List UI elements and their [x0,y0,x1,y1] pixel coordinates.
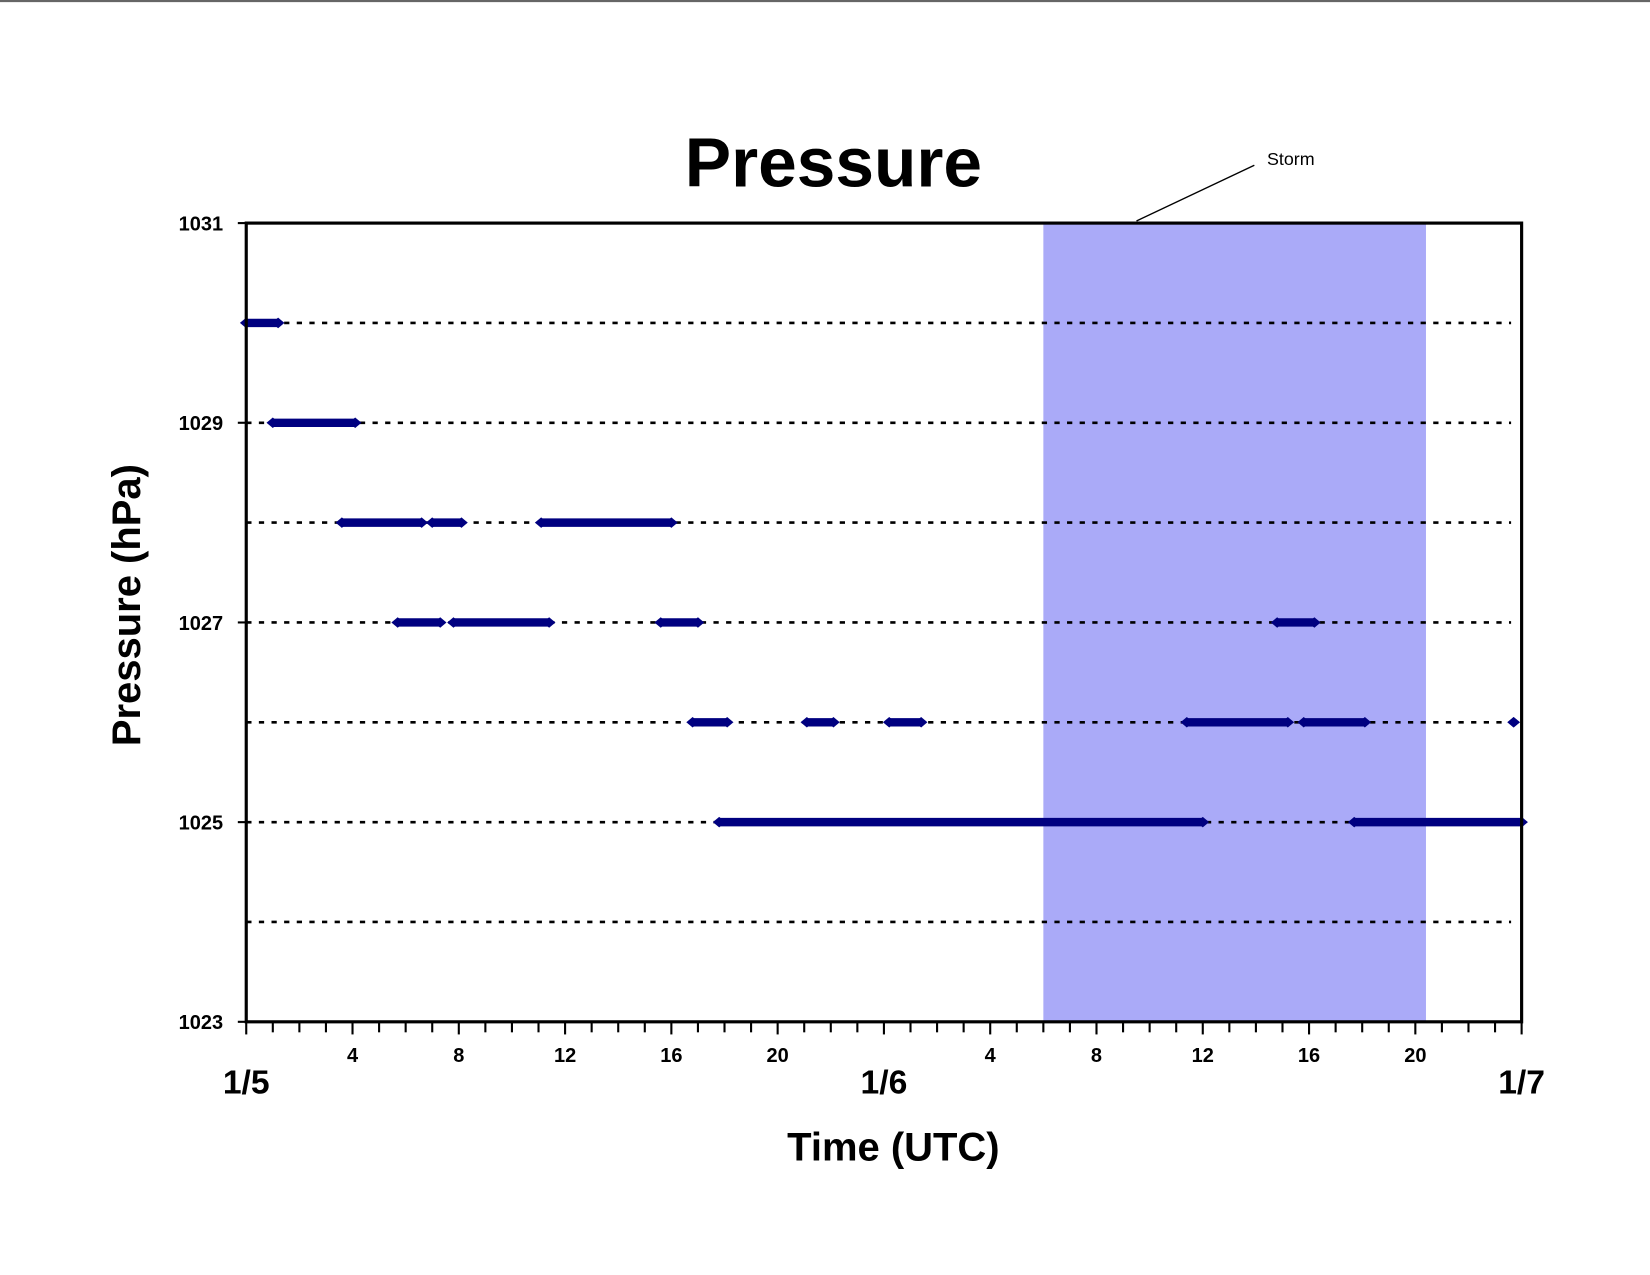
x-tick-label: 16 [1298,1045,1320,1067]
data-point [335,517,349,528]
x-tick-label: 12 [1192,1045,1214,1067]
x-tick-label: 8 [453,1045,464,1067]
x-date-label: 1/6 [861,1064,908,1101]
data-point [447,617,460,628]
marks-layer [239,317,1528,828]
x-axis-title: Time (UTC) [787,1126,999,1170]
axes-layer: 1023 1025 1027 1029 1031 1/5 4 8 12 16 20 1/6 4 8 12 16… [179,213,1545,1101]
data-point [266,417,280,429]
data-point [712,816,726,828]
x-tick-label: 20 [767,1045,789,1067]
data-point [1270,617,1284,628]
data-point [914,717,928,728]
x-tick-label: 4 [347,1045,358,1067]
chart-title: Pressure [685,123,982,201]
data-point [1297,717,1311,728]
y-tick-label: 1025 [179,812,223,834]
data-point [425,517,439,528]
y-tick-label: 1027 [179,613,223,635]
x-tick-label: 20 [1404,1045,1426,1067]
data-point [686,717,699,728]
data-point [1507,717,1520,728]
annotation-leader [1136,164,1255,222]
x-tick-label: 8 [1091,1045,1102,1067]
y-tick-label: 1029 [179,413,223,435]
y-axis-title: Pressure (hPa) [105,464,149,746]
data-point [271,317,285,329]
x-tick-label: 4 [985,1045,996,1067]
data-point [534,517,548,528]
x-date-label: 1/5 [223,1064,270,1101]
data-point [720,717,734,728]
data-point [691,617,705,628]
data-point [415,517,428,528]
annotation: Storm [1267,149,1315,169]
data-point [827,717,840,728]
data-point [348,417,362,429]
data-point [455,517,468,528]
data-point [433,617,447,628]
y-tick-label: 1031 [179,213,223,235]
data-point [1196,816,1210,828]
data-point [391,617,405,628]
data-point [542,617,556,628]
x-tick-label: 16 [660,1045,682,1067]
x-tick-label: 12 [554,1045,576,1067]
data-point [882,717,896,728]
x-date-label: 1/7 [1498,1064,1545,1101]
y-tick-label: 1023 [179,1012,223,1034]
